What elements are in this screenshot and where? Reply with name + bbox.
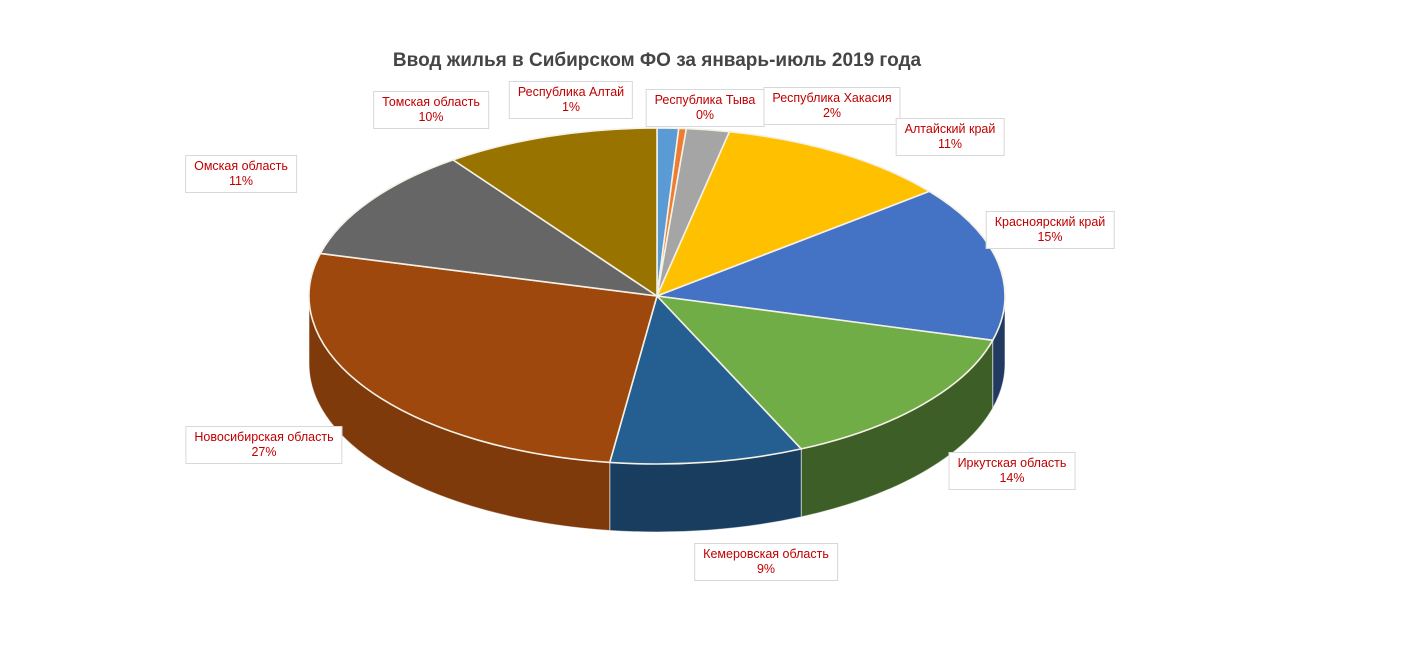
slice-label-percent: 2% [822,106,842,120]
slice-label-percent: 14% [999,471,1025,485]
slice-label-respublika-tyva: Республика Тыва 0% [645,89,765,127]
slice-label-altayskiy-kray: Алтайский край 11% [895,118,1005,156]
slice-label-krasnoyarskiy-kray: Красноярский край 15% [985,211,1115,249]
slice-label-percent: 15% [1037,230,1063,244]
slice-label-name: Республика Тыва [654,93,756,107]
slice-tomskaya-oblast-top [452,127,658,297]
slice-label-name: Республика Хакасия [772,91,892,105]
slice-label-percent: 11% [228,174,254,188]
slice-label-name: Красноярский край [994,215,1106,229]
chart-title: Ввод жилья в Сибирском ФО за январь-июль… [392,50,922,71]
slice-label-novosibirskaya-oblast: Новосибирская область 27% [185,426,343,464]
slice-label-percent: 1% [561,100,581,114]
slice-label-name: Томская область [382,95,480,109]
slice-label-kemerovskaya-oblast: Кемеровская область 9% [694,543,838,581]
slice-omskaya-oblast-top [319,159,658,297]
slice-label-name: Республика Алтай [517,85,625,99]
slice-novosibirskaya-oblast-top [308,252,658,464]
slice-label-percent: 0% [695,108,715,122]
slice-altayskiy-kray-top [656,130,931,297]
slice-label-percent: 10% [418,110,444,124]
slice-label-name: Кемеровская область [703,547,829,561]
slice-label-respublika-khakasiya: Республика Хакасия 2% [763,87,901,125]
slice-label-respublika-altay: Республика Алтай 1% [508,81,634,119]
slice-label-omskaya-oblast: Омская область 11% [185,155,297,193]
slice-kemerovskaya-oblast-top [608,295,803,465]
slice-label-name: Омская область [194,159,288,173]
slice-label-tomskaya-oblast: Томская область 10% [373,91,489,129]
slice-label-percent: 11% [937,137,963,151]
slice-label-name: Иркутская область [957,456,1067,470]
slice-krasnoyarskiy-kray-top [656,190,1006,342]
slice-irkutskaya-oblast-top [656,295,994,450]
slice-label-percent: 9% [756,562,776,576]
slice-label-irkutskaya-oblast: Иркутская область 14% [948,452,1076,490]
slice-label-percent: 27% [251,445,277,459]
slice-label-name: Новосибирская область [194,430,334,444]
slice-label-name: Алтайский край [904,122,996,136]
